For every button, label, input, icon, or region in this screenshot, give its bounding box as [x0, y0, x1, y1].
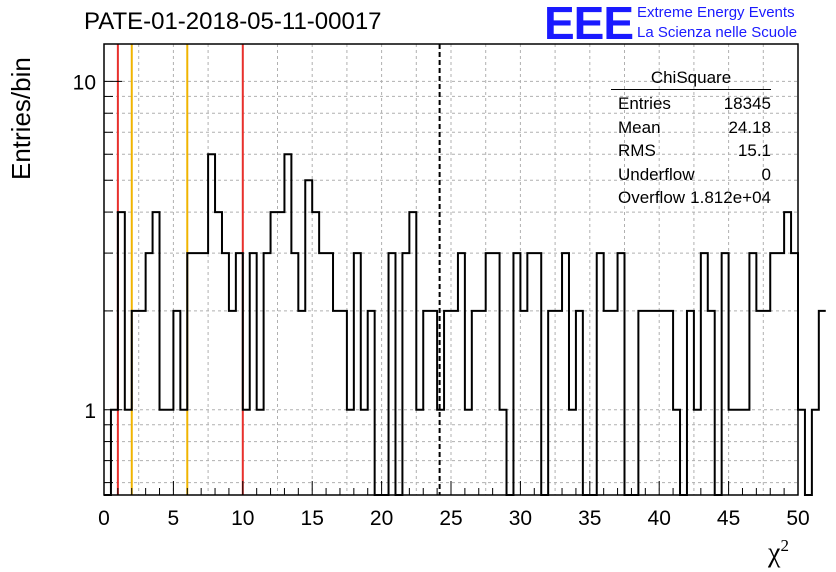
x-tick-label: 20	[370, 507, 393, 530]
stats-value: 0	[761, 164, 771, 184]
logo-line-2: La Scienza nelle Scuole	[637, 24, 798, 41]
x-tick-label: 15	[301, 507, 324, 530]
x-tick-label: 45	[717, 507, 740, 530]
x-tick-label: 40	[648, 507, 671, 530]
x-tick-label: 10	[231, 507, 254, 530]
stats-label: Underflow	[618, 164, 695, 184]
x-axis-label-text: χ	[768, 537, 781, 569]
x-tick-label: 50	[786, 507, 809, 530]
histogram-series	[104, 153, 826, 496]
stats-row-overflow: Overflow 1.812e+04	[611, 186, 771, 210]
x-tick-label: 5	[168, 507, 180, 530]
stats-row-underflow: Underflow 0	[611, 163, 771, 187]
stats-label: Entries	[618, 94, 671, 113]
stats-title: ChiSquare	[611, 68, 771, 90]
stats-row-mean: Mean 24.18	[611, 116, 771, 140]
x-tick-label: 0	[98, 507, 110, 530]
stats-value: 18345	[723, 94, 771, 113]
stats-row-entries: Entries 18345	[611, 92, 771, 116]
stats-label: Mean	[618, 117, 661, 137]
stats-value: 24.18	[728, 117, 771, 137]
chart-title: PATE-01-2018-05-11-00017	[84, 8, 382, 35]
y-tick-label: 1	[84, 400, 96, 423]
x-axis-label-superscript: 2	[780, 536, 789, 555]
stats-label: RMS	[618, 141, 656, 160]
x-tick-label: 30	[509, 507, 532, 530]
stats-value: 15.1	[737, 141, 771, 160]
y-axis-label: Entries/bin	[6, 57, 36, 180]
stats-box: ChiSquare Entries 18345 Mean 24.18 RMS 15.1…	[611, 68, 771, 210]
eee-logo: EEE	[544, 0, 634, 49]
stats-row-rms: RMS 15.1	[611, 139, 771, 163]
y-tick-label: 10	[73, 71, 96, 94]
stats-value: 1.812e+04	[690, 188, 771, 207]
eee-logo-text: Extreme Energy Events La Scienza nelle S…	[637, 3, 797, 43]
stats-label: Overflow	[618, 188, 686, 207]
logo-line-1: Extreme Energy Events	[637, 4, 795, 21]
x-axis-label: χ2	[768, 536, 789, 569]
x-tick-label: 35	[578, 507, 601, 530]
x-tick-label: 25	[439, 507, 462, 530]
